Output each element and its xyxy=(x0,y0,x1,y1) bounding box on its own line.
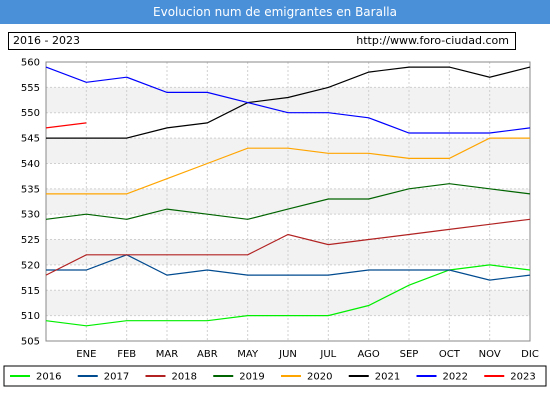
x-tick-label: AGO xyxy=(358,349,380,360)
x-tick-label: ABR xyxy=(197,349,218,360)
x-tick-label: DIC xyxy=(521,349,539,360)
info-bar: 2016 - 2023 http://www.foro-ciudad.com xyxy=(8,32,516,50)
y-tick-label: 505 xyxy=(21,337,40,348)
y-tick-label: 555 xyxy=(21,83,40,94)
x-tick-label: NOV xyxy=(479,349,501,360)
legend-label-2021: 2021 xyxy=(375,372,400,383)
y-tick-label: 510 xyxy=(21,311,40,322)
series-line-2022 xyxy=(45,66,531,134)
y-tick-label: 560 xyxy=(21,58,40,69)
y-tick-label: 535 xyxy=(21,184,40,195)
x-tick-label: OCT xyxy=(439,349,461,360)
series-line-2023 xyxy=(45,122,87,129)
y-tick-label: 525 xyxy=(21,235,40,246)
legend-label-2023: 2023 xyxy=(510,372,535,383)
plot-border xyxy=(45,61,531,342)
y-tick-label: 540 xyxy=(21,159,40,170)
y-tick-label: 520 xyxy=(21,260,40,271)
series-line-2019 xyxy=(45,183,531,220)
legend-label-2016: 2016 xyxy=(36,372,61,383)
x-tick-label: FEB xyxy=(117,349,136,360)
y-tick-label: 545 xyxy=(21,134,40,145)
legend-box xyxy=(3,365,547,387)
x-tick-label: SEP xyxy=(400,349,419,360)
x-tick-label: JUN xyxy=(278,349,297,360)
y-tick-label: 515 xyxy=(21,286,40,297)
y-tick-label: 530 xyxy=(21,210,40,221)
y-tick-label: 550 xyxy=(21,108,40,119)
x-tick-label: MAR xyxy=(156,349,178,360)
series-line-2021 xyxy=(46,66,531,139)
legend-label-2018: 2018 xyxy=(172,372,197,383)
legend-label-2019: 2019 xyxy=(239,372,264,383)
grid-band xyxy=(46,188,530,215)
x-tick-label: MAY xyxy=(237,349,259,360)
chart-title: Evolucion num de emigrantes en Baralla xyxy=(0,0,550,24)
x-tick-label: JUL xyxy=(319,349,336,360)
series-line-2018 xyxy=(45,218,531,276)
x-tick-label: ENE xyxy=(76,349,96,360)
legend-label-2022: 2022 xyxy=(443,372,468,383)
legend-label-2020: 2020 xyxy=(307,372,332,383)
source-url[interactable]: http://www.foro-ciudad.com xyxy=(356,34,509,47)
period-label: 2016 - 2023 xyxy=(13,34,80,47)
legend-label-2017: 2017 xyxy=(104,372,129,383)
series-line-2020 xyxy=(46,137,530,195)
